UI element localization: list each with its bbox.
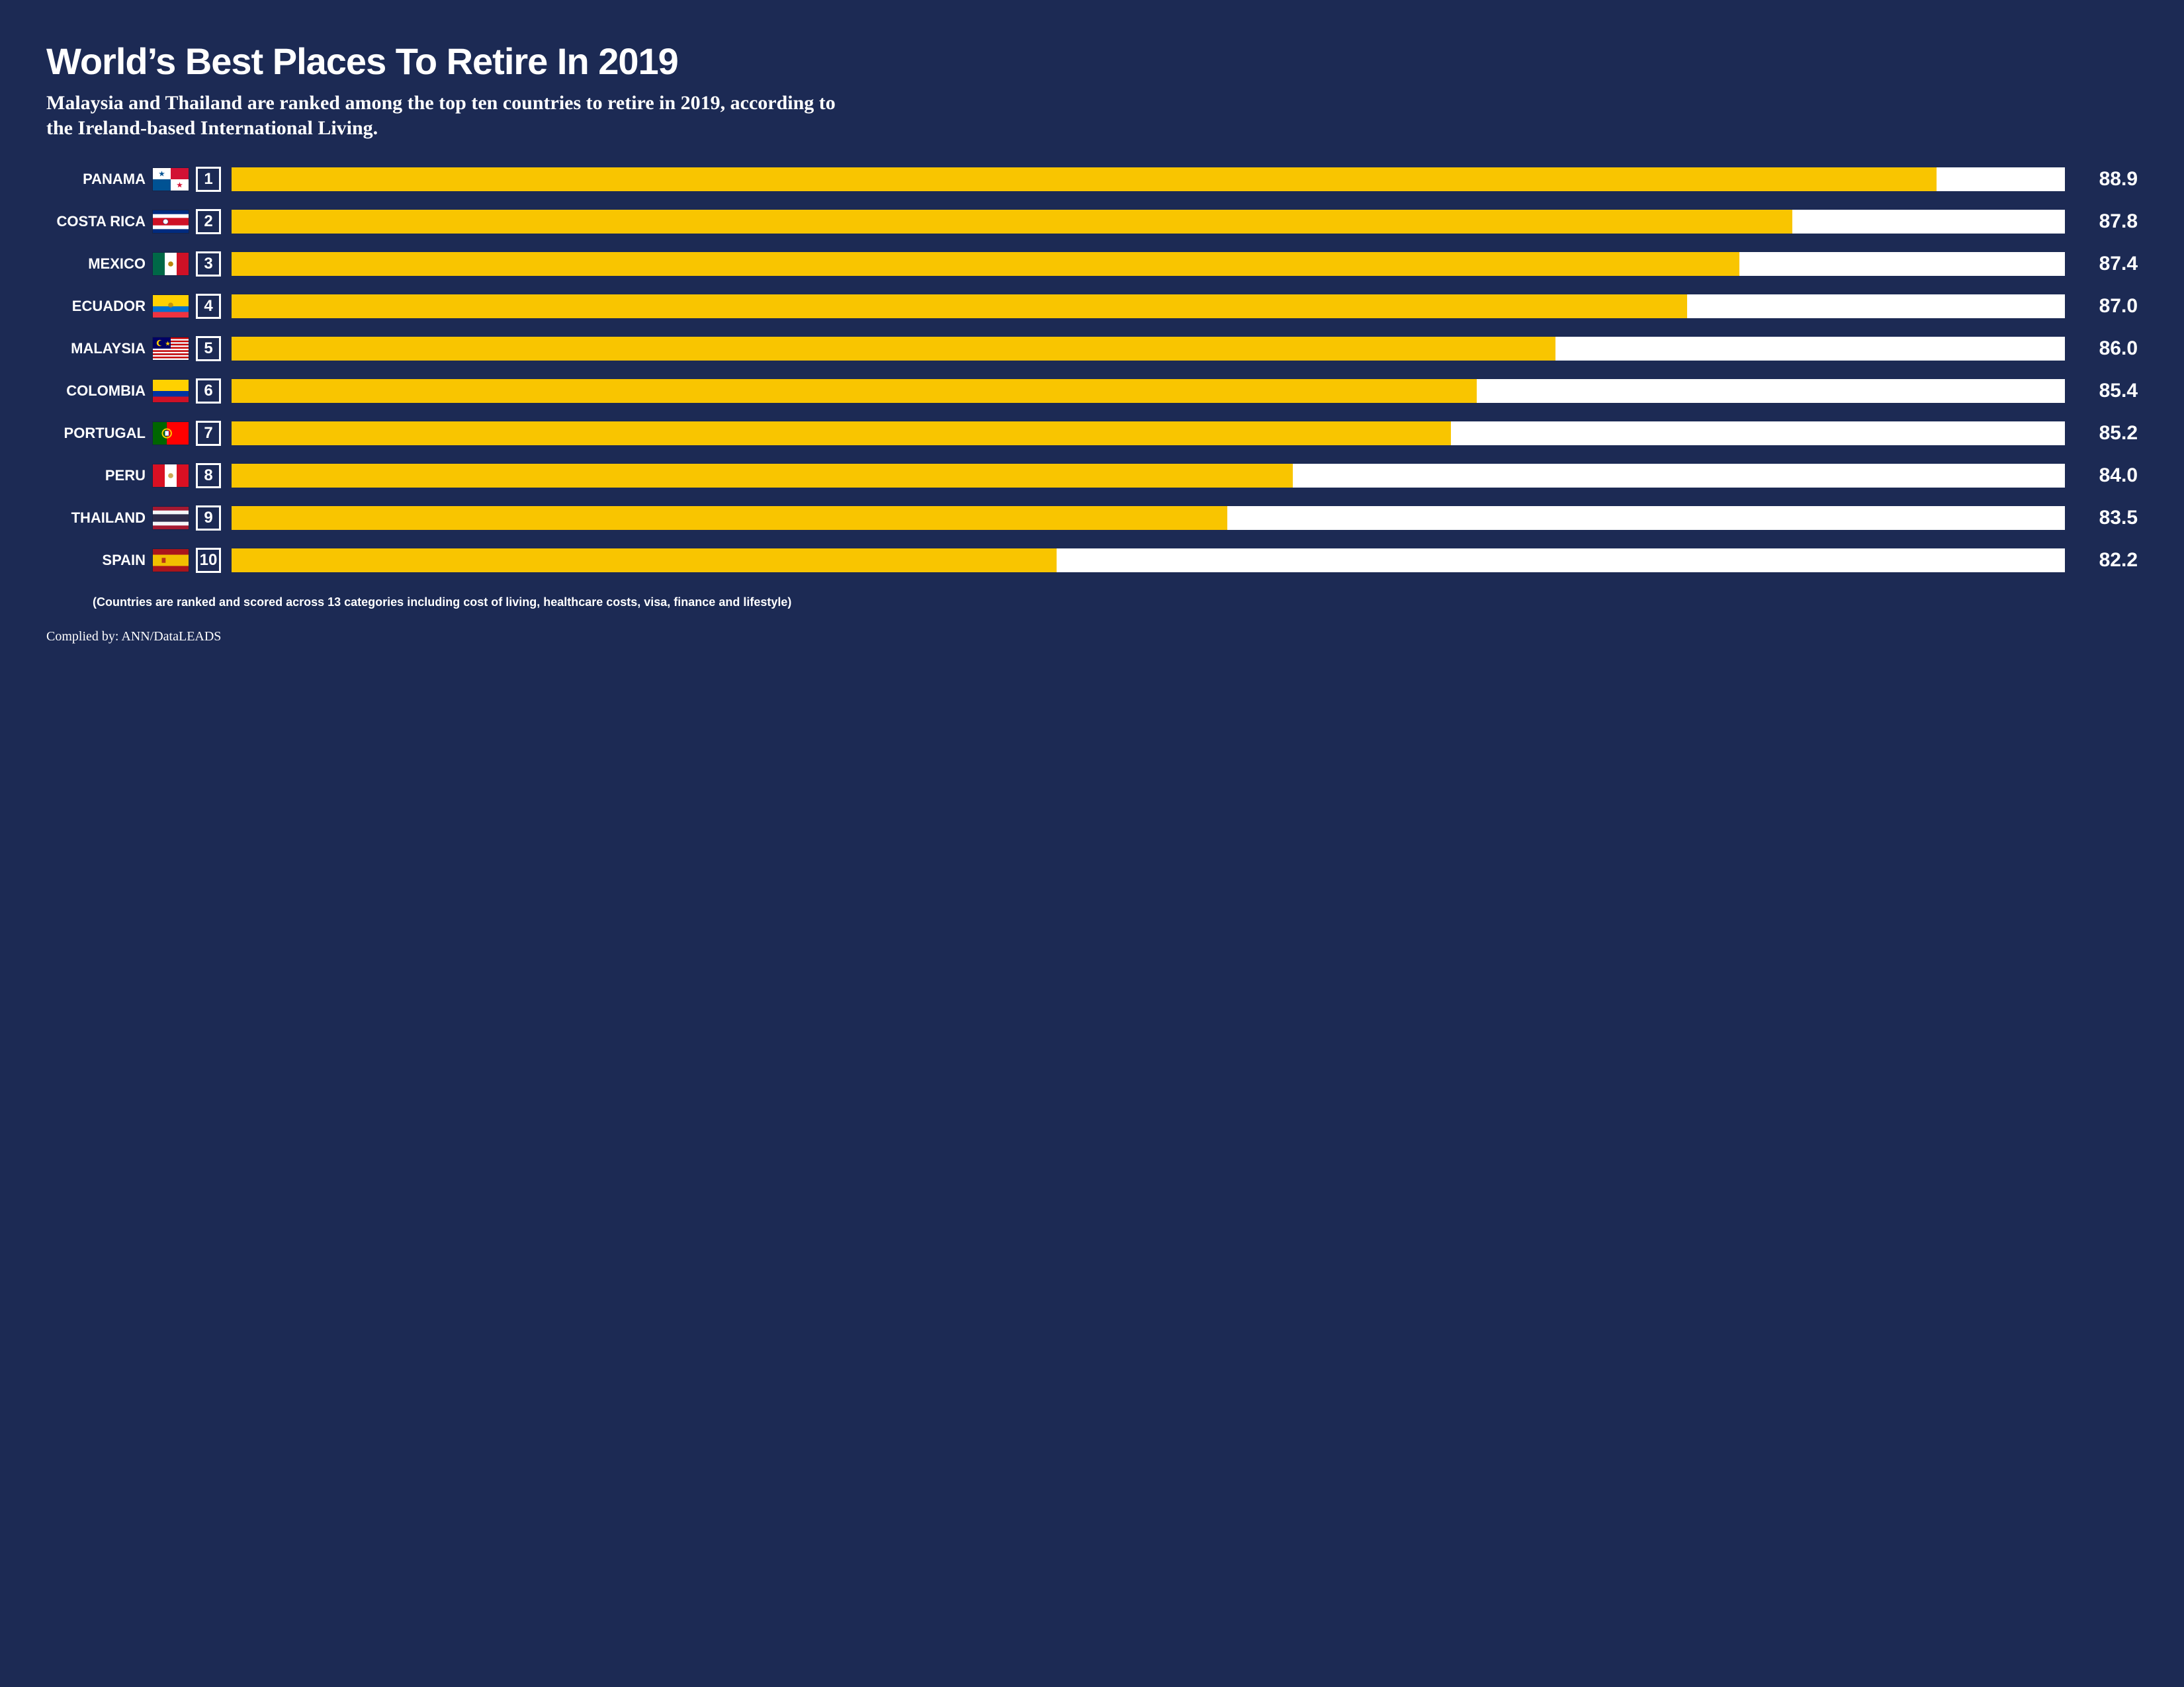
chart-row: COLOMBIA 6 85.4 [46,376,2138,406]
value-label: 86.0 [2065,337,2138,360]
bar-fill [232,464,1293,488]
svg-text:★: ★ [158,170,165,178]
chart-row: MEXICO 3 87.4 [46,249,2138,279]
bar-fill [232,548,1057,572]
value-label: 85.2 [2065,422,2138,445]
country-label: MALAYSIA [46,340,152,357]
bar-track [232,167,2065,191]
value-label: 87.0 [2065,295,2138,318]
flag-icon [152,379,189,403]
rank-badge: 2 [196,209,221,234]
chart-row: COSTA RICA 2 87.8 [46,206,2138,237]
chart-row: ECUADOR 4 87.0 [46,291,2138,322]
bar-fill [232,337,1555,361]
bar-track [232,379,2065,403]
bar-fill [232,252,1739,276]
chart-row: MALAYSIA ★ 5 86.0 [46,333,2138,364]
country-label: COLOMBIA [46,382,152,400]
bar-track [232,464,2065,488]
rank-badge: 4 [196,294,221,319]
country-label: MEXICO [46,255,152,273]
rank-badge: 1 [196,167,221,192]
bar-fill [232,421,1451,445]
bar-fill [232,506,1227,530]
chart-row: SPAIN 10 82.2 [46,545,2138,576]
flag-icon: ★ [152,337,189,361]
flag-icon [152,464,189,488]
rank-badge: 6 [196,378,221,404]
rank-badge: 9 [196,505,221,531]
flag-icon [152,252,189,276]
chart-row: PORTUGAL 7 85.2 [46,418,2138,449]
flag-icon [152,294,189,318]
value-label: 87.8 [2065,210,2138,233]
flag-icon [152,548,189,572]
flag-icon [152,210,189,234]
bar-track [232,337,2065,361]
rank-badge: 3 [196,251,221,277]
chart-row: PANAMA★★188.9 [46,164,2138,195]
country-label: THAILAND [46,509,152,527]
bar-chart: PANAMA★★188.9COSTA RICA287.8MEXICO387.4E… [46,164,2138,576]
country-label: COSTA RICA [46,213,152,230]
flag-icon [152,421,189,445]
country-label: PORTUGAL [46,425,152,442]
bar-fill [232,294,1687,318]
flag-icon [152,506,189,530]
value-label: 84.0 [2065,464,2138,487]
rank-badge: 8 [196,463,221,488]
value-label: 82.2 [2065,549,2138,572]
rank-badge: 5 [196,336,221,361]
bar-track [232,294,2065,318]
chart-row: PERU 8 84.0 [46,460,2138,491]
country-label: PANAMA [46,171,152,188]
bar-track [232,506,2065,530]
footnote: (Countries are ranked and scored across … [93,595,2138,609]
page-subtitle: Malaysia and Thailand are ranked among t… [46,91,840,140]
bar-track [232,421,2065,445]
bar-fill [232,210,1792,234]
bar-track [232,210,2065,234]
bar-track [232,252,2065,276]
value-label: 87.4 [2065,253,2138,275]
bar-track [232,548,2065,572]
credit: Complied by: ANN/DataLEADS [46,629,2138,644]
svg-text:★: ★ [176,181,183,189]
svg-text:★: ★ [165,340,171,347]
bar-fill [232,167,1937,191]
page: World’s Best Places To Retire In 2019 Ma… [0,0,2184,677]
bar-fill [232,379,1477,403]
country-label: PERU [46,467,152,484]
value-label: 83.5 [2065,507,2138,529]
country-label: SPAIN [46,552,152,569]
page-title: World’s Best Places To Retire In 2019 [46,40,2138,83]
country-label: ECUADOR [46,298,152,315]
value-label: 85.4 [2065,380,2138,402]
rank-badge: 10 [196,548,221,573]
chart-row: THAILAND 9 83.5 [46,503,2138,533]
value-label: 88.9 [2065,168,2138,191]
rank-badge: 7 [196,421,221,446]
flag-icon: ★★ [152,167,189,191]
